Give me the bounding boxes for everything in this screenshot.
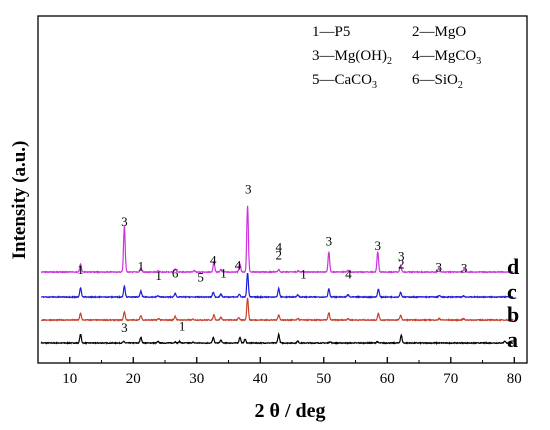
legend-entry: 5—CaCO3: [312, 72, 377, 91]
x-tick-label: 50: [316, 371, 331, 387]
plot-border: [37, 15, 528, 364]
peak-label: 5: [197, 269, 204, 284]
peak-label: 4: [345, 267, 352, 282]
peak-label: 1: [138, 259, 145, 274]
peak-label: 3: [398, 249, 405, 264]
peak-label: 1: [77, 262, 84, 277]
x-tick-label: 30: [189, 371, 204, 387]
peak-label: 4: [275, 239, 282, 254]
peak-label: 3: [245, 181, 252, 196]
peak-label: 3: [121, 214, 128, 229]
legend-entry: 1—P5: [312, 24, 350, 40]
legend-entry: 2—MgO: [412, 24, 466, 40]
y-axis-label: Intensity (a.u.): [9, 141, 30, 260]
legend-entry: 6—SiO2: [412, 72, 463, 91]
x-tick-label: 80: [507, 371, 522, 387]
x-tick-label: 60: [380, 371, 395, 387]
peak-label: 4: [210, 252, 217, 267]
peak-label: 1: [300, 267, 307, 282]
legend: 1—P5 2—MgO 3—Mg(OH)2 4—MgCO3 5—CaCO3 6—SiO2: [312, 24, 481, 91]
peak-label: 2: [398, 257, 405, 272]
x-ticks: 10 20 30 40 50 60 70 80: [62, 357, 522, 387]
curves-layer: [40, 205, 514, 346]
plot-frame: [37, 15, 528, 364]
curve-a: [40, 332, 514, 346]
peak-label: 3: [461, 260, 468, 275]
peak-label: 1: [155, 268, 162, 283]
curve-label-b: b: [507, 302, 519, 327]
curve-label-a: a: [507, 327, 518, 352]
legend-entry: 3—Mg(OH)2: [312, 48, 392, 67]
curve-c: [41, 272, 514, 300]
peak-label: 1: [220, 265, 227, 280]
x-tick-label: 10: [62, 371, 77, 387]
peak-label: 3: [375, 238, 382, 253]
peak-label: 3: [435, 259, 442, 274]
peak-label: 4: [235, 257, 242, 272]
curve-d: [40, 205, 514, 274]
x-axis-label: 2 θ / deg: [255, 400, 326, 422]
curve-label-c: c: [507, 279, 517, 304]
curve-label-d: d: [507, 254, 519, 279]
curve-b: [40, 297, 514, 323]
x-tick-label: 20: [126, 371, 141, 387]
x-tick-label: 70: [443, 371, 458, 387]
peak-label: 3: [121, 320, 128, 335]
peak-label: 2: [275, 247, 282, 262]
peak-label: 1: [179, 319, 186, 334]
peak-label: 6: [172, 265, 179, 280]
legend-entry: 4—MgCO3: [412, 48, 481, 67]
peak-label: 3: [326, 233, 333, 248]
x-tick-label: 40: [253, 371, 268, 387]
